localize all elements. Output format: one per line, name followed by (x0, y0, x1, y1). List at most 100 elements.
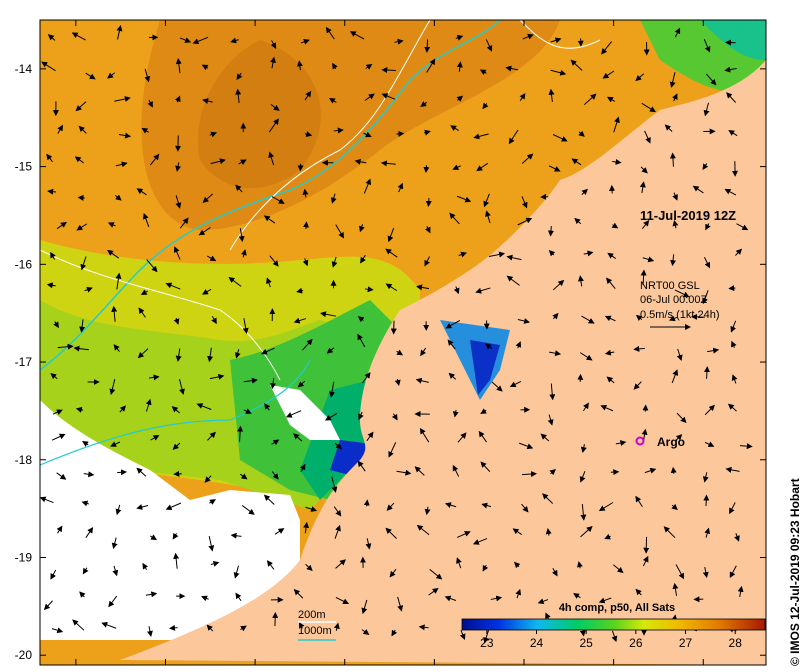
plot-area (40, 20, 766, 665)
current-vector (101, 622, 117, 629)
current-vector (397, 596, 404, 612)
current-vector (50, 251, 56, 260)
current-vector (298, 621, 305, 629)
current-vector (606, 277, 616, 289)
current-vector (239, 473, 248, 480)
current-vector (235, 88, 242, 103)
x-tick-label: 126 (693, 670, 713, 672)
current-vector (676, 348, 683, 361)
current-vector (202, 193, 214, 203)
current-vector (731, 374, 738, 384)
current-vector (326, 347, 335, 354)
current-vector (702, 290, 709, 305)
current-vector (517, 318, 531, 324)
current-vector (41, 61, 56, 72)
current-vector (598, 502, 614, 512)
current-vector (56, 472, 67, 480)
current-vector (293, 317, 307, 324)
current-vector (472, 538, 488, 545)
current-vector (138, 307, 146, 318)
current-vector (46, 282, 56, 289)
current-vector (297, 380, 306, 388)
current-vector (354, 158, 367, 165)
warmest-patch (198, 40, 321, 189)
current-vector (361, 599, 368, 615)
current-vector (674, 27, 681, 38)
current-vector (198, 227, 211, 236)
current-legend-scale: 0.5m/s (1kt 24h) (640, 309, 719, 321)
current-vector (703, 494, 710, 507)
current-vector (114, 96, 131, 102)
current-vector (381, 93, 396, 100)
current-vector (140, 289, 149, 296)
current-vector (169, 624, 178, 631)
current-vector (600, 404, 614, 412)
current-vector (734, 533, 740, 542)
current-vector (548, 250, 556, 257)
current-vector (730, 320, 737, 333)
current-vector (271, 439, 280, 446)
isobath-legend: 200m 1000m (298, 609, 336, 641)
current-vector (419, 427, 430, 443)
current-vector (705, 223, 711, 231)
current-vector (423, 129, 431, 136)
current-vector (79, 591, 86, 598)
current-vector (424, 506, 431, 516)
current-vector (522, 33, 534, 40)
current-vector (364, 93, 375, 101)
current-vector (51, 433, 66, 441)
current-vector (448, 372, 457, 380)
current-vector (263, 494, 275, 505)
current-vector (325, 26, 335, 40)
current-vector (581, 188, 588, 196)
current-vector (736, 223, 749, 231)
current-vector (420, 347, 427, 357)
current-vector (445, 319, 461, 329)
current-vector (674, 289, 690, 298)
current-vector (47, 34, 56, 41)
current-vector (362, 372, 371, 384)
current-vector (690, 313, 705, 320)
current-vector (270, 378, 277, 390)
current-vector (396, 349, 404, 356)
current-vector (703, 366, 710, 379)
current-vector (116, 24, 123, 40)
current-vector (480, 408, 487, 415)
current-vector (415, 377, 429, 384)
current-vector (444, 595, 457, 602)
kimberley-land (120, 60, 766, 665)
current-vector (457, 531, 471, 538)
current-vector (57, 343, 74, 350)
current-vector (729, 502, 736, 515)
current-vector (202, 288, 212, 295)
current-vector (324, 413, 338, 421)
current-vector (238, 228, 245, 243)
current-vector (142, 562, 149, 570)
current-vector (380, 160, 396, 167)
current-vector (293, 589, 304, 599)
current-vector (663, 526, 676, 539)
current-vector (540, 433, 550, 442)
current-vector (705, 73, 717, 86)
y-tick-label: -15 (15, 160, 33, 174)
current-vector (335, 559, 346, 569)
current-vector (334, 524, 341, 539)
current-vector (483, 193, 490, 208)
current-vector (145, 591, 158, 598)
current-vector (644, 467, 657, 474)
current-vector (113, 344, 120, 352)
current-vector (85, 72, 96, 80)
current-vector (640, 166, 648, 174)
current-vector (320, 311, 337, 318)
current-vector (270, 40, 277, 49)
current-vector (729, 565, 737, 579)
current-vector (206, 255, 217, 262)
current-vector (175, 348, 182, 362)
current-vector (304, 90, 312, 101)
colorbar-tick-label: 26 (629, 636, 643, 650)
current-vector (109, 378, 116, 395)
current-vector (81, 500, 89, 507)
map-frame (39, 19, 767, 666)
current-vector (739, 443, 753, 450)
current-vector (204, 475, 212, 483)
